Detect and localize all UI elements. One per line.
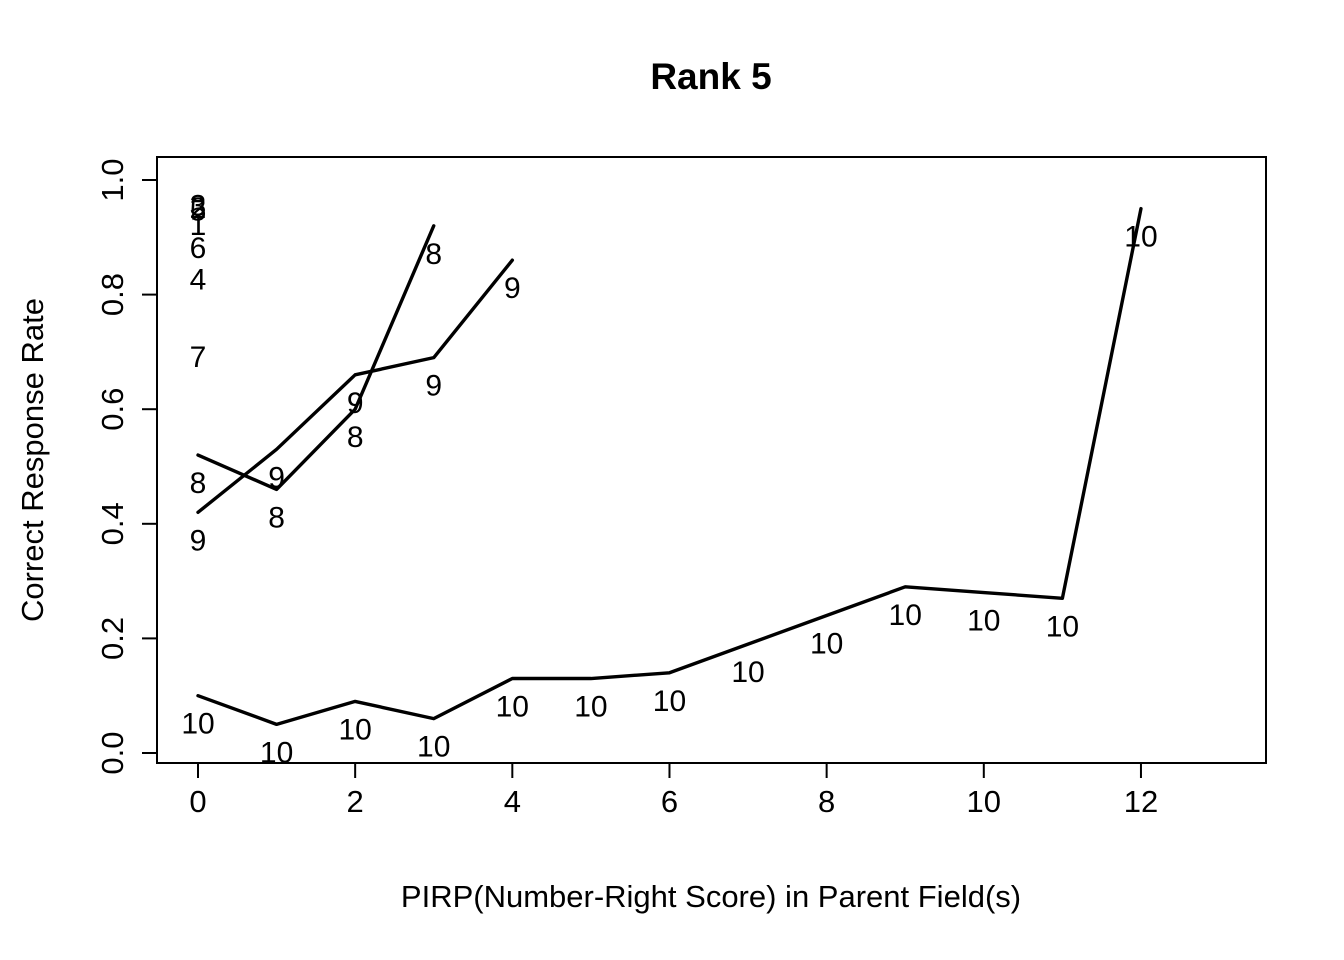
point-label-8: 8 xyxy=(190,467,207,500)
point-label-10: 10 xyxy=(967,605,1000,638)
y-axis-label: Correct Response Rate xyxy=(15,298,50,622)
y-tick-label: 0.0 xyxy=(95,731,130,774)
point-label-10: 10 xyxy=(889,599,922,632)
point-label-10: 10 xyxy=(574,691,607,724)
single-point-label-3: 3 xyxy=(190,190,207,223)
point-label-9: 9 xyxy=(268,461,285,494)
plot-box xyxy=(156,156,1267,764)
y-tick-label: 1.0 xyxy=(95,158,130,201)
point-label-9: 9 xyxy=(190,524,207,557)
y-tick-label: 0.8 xyxy=(95,273,130,316)
x-tick-label: 10 xyxy=(967,784,1001,819)
y-tick-label: 0.4 xyxy=(95,502,130,545)
y-tick-label: 0.6 xyxy=(95,388,130,431)
point-label-10: 10 xyxy=(1124,221,1157,254)
x-tick-label: 0 xyxy=(189,784,206,819)
chart-title: Rank 5 xyxy=(650,56,771,97)
point-label-8: 8 xyxy=(425,238,442,271)
single-point-label-7: 7 xyxy=(190,341,207,374)
point-label-10: 10 xyxy=(260,736,293,769)
plot-area: 0 2 4 6 8 10 120.00.20.40.60.81.08888999991010… xyxy=(95,156,1267,819)
point-label-10: 10 xyxy=(181,708,214,741)
point-label-10: 10 xyxy=(496,691,529,724)
point-label-9: 9 xyxy=(347,387,364,420)
point-label-10: 10 xyxy=(731,656,764,689)
point-label-10: 10 xyxy=(810,627,843,660)
point-label-10: 10 xyxy=(1046,610,1079,643)
single-point-label-2: 2 xyxy=(190,192,207,225)
point-label-8: 8 xyxy=(347,421,364,454)
y-tick-label: 0.2 xyxy=(95,617,130,660)
series-line-9 xyxy=(196,258,515,515)
x-tick-label: 4 xyxy=(504,784,521,819)
series-line-8 xyxy=(196,224,436,492)
point-label-10: 10 xyxy=(417,731,450,764)
point-label-10: 10 xyxy=(653,685,686,718)
single-point-label-5: 5 xyxy=(190,194,207,227)
x-tick-label: 6 xyxy=(661,784,678,819)
single-point-label-4: 4 xyxy=(190,264,207,297)
point-label-8: 8 xyxy=(268,501,285,534)
single-point-label-6: 6 xyxy=(190,232,207,265)
point-label-9: 9 xyxy=(504,272,521,305)
x-tick-label: 8 xyxy=(818,784,835,819)
point-label-9: 9 xyxy=(425,370,442,403)
x-tick-label: 12 xyxy=(1124,784,1158,819)
x-tick-label: 2 xyxy=(347,784,364,819)
point-label-10: 10 xyxy=(338,713,371,746)
single-point-label-1: 1 xyxy=(190,209,207,242)
series-line-10 xyxy=(196,206,1143,727)
x-axis-label: PIRP(Number-Right Score) in Parent Field… xyxy=(401,879,1021,914)
